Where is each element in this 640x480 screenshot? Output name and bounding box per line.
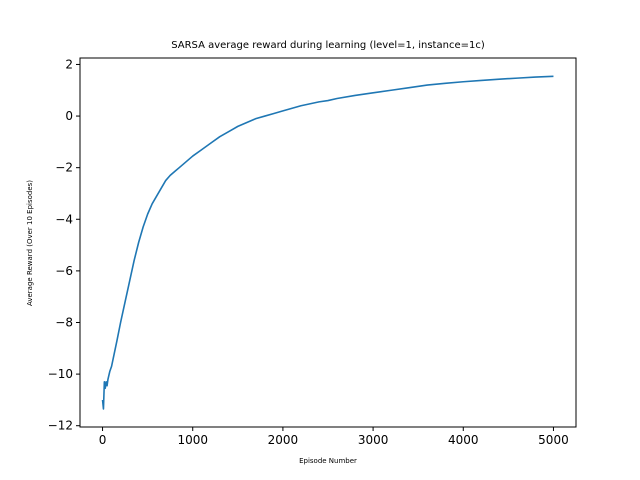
chart-title: SARSA average reward during learning (le… <box>171 40 485 51</box>
x-tick-label: 3000 <box>358 433 389 447</box>
x-tick-label: 2000 <box>268 433 299 447</box>
ticks-layer: 0 1000 2000 3000 4000 5000 2 0 −2 −4 −6 −8 −10 −12 <box>48 57 569 447</box>
x-tick-label: 4000 <box>448 433 479 447</box>
y-tick-label: −6 <box>55 264 73 278</box>
y-tick-label: −12 <box>48 419 73 433</box>
x-axis-label: Episode Number <box>299 457 357 465</box>
y-tick-label: −2 <box>55 161 73 175</box>
x-tick-label: 0 <box>99 433 107 447</box>
y-axis-label: Average Reward (Over 10 Episodes) <box>26 180 34 306</box>
y-tick-label: 2 <box>65 57 73 71</box>
series-layer <box>101 75 554 410</box>
y-tick-label: −4 <box>55 212 73 226</box>
series-line <box>101 75 554 410</box>
y-tick-label: −10 <box>48 367 73 381</box>
y-tick-label: 0 <box>65 109 73 123</box>
x-tick-label: 5000 <box>538 433 569 447</box>
plot-area-frame <box>79 57 577 428</box>
y-tick-label: −8 <box>55 315 73 329</box>
x-tick-label: 1000 <box>177 433 208 447</box>
